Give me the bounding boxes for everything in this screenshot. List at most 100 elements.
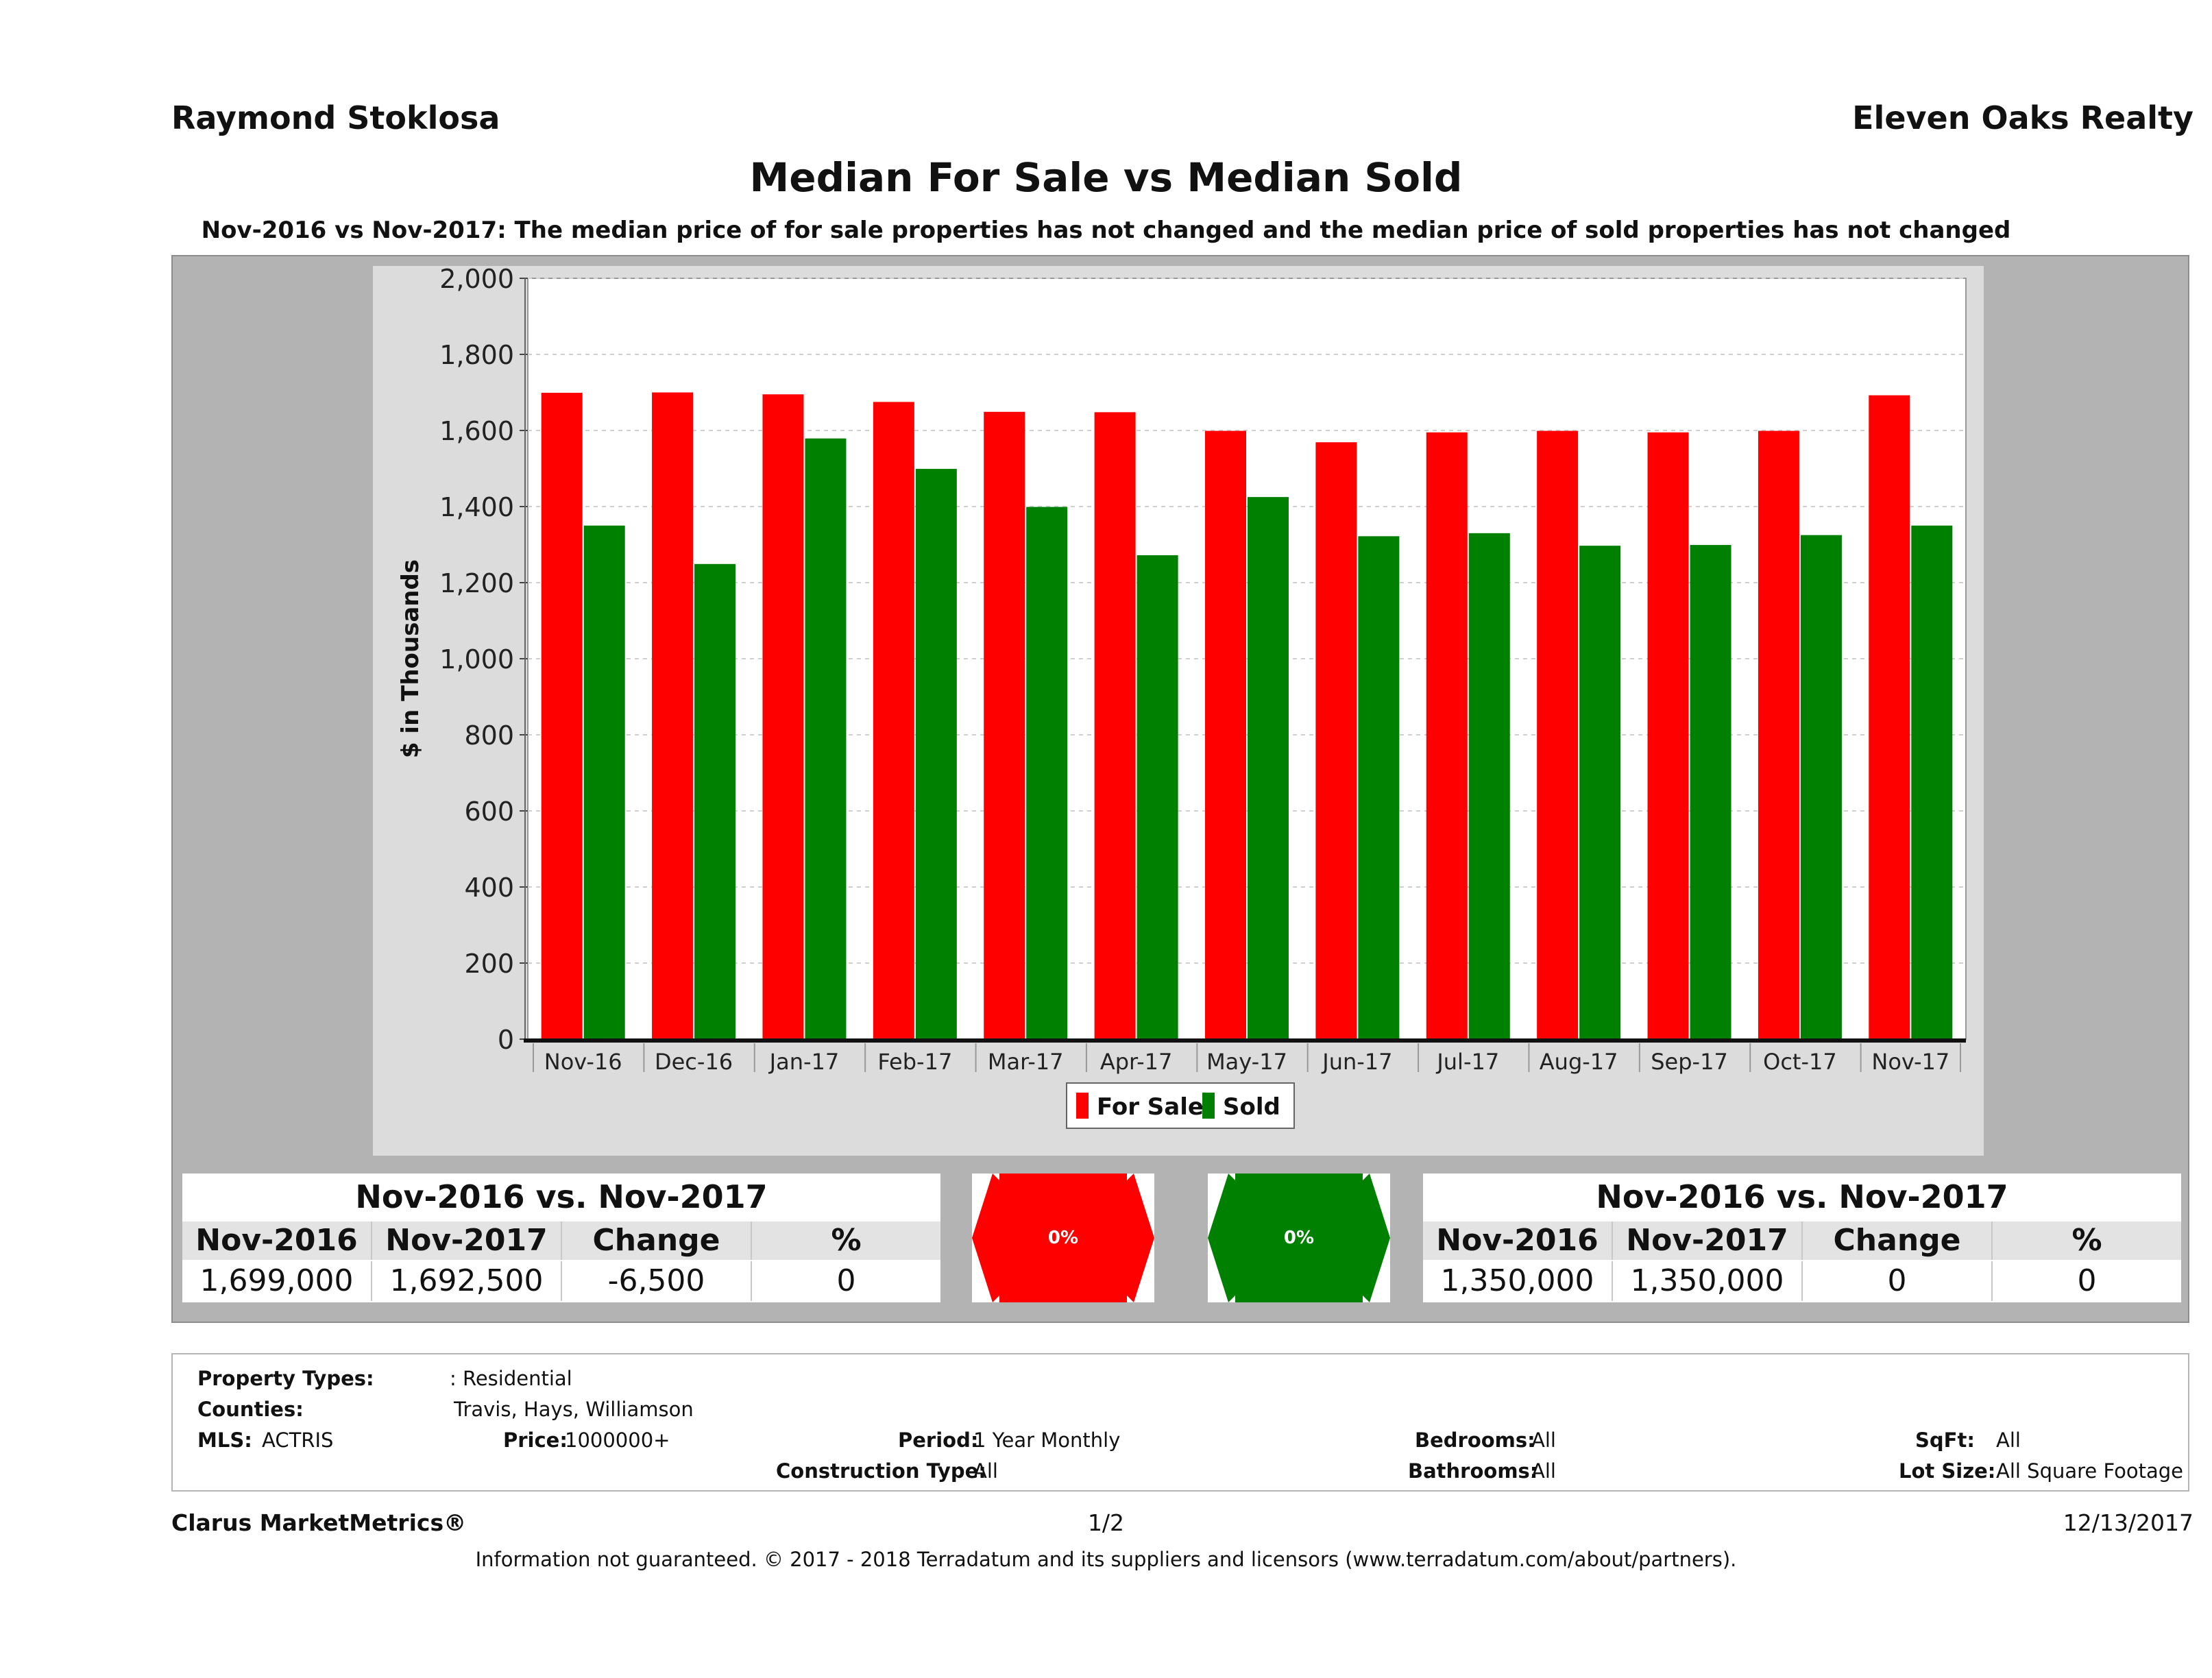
table-header-row: Nov-2016 Nov-2017 Change % <box>182 1221 940 1260</box>
sold-bar <box>1137 555 1178 1039</box>
for-sale-bar <box>1426 432 1468 1039</box>
x-tick-label: Apr-17 <box>1100 1049 1173 1075</box>
sold-bar <box>694 563 736 1039</box>
x-tick-label: Oct-17 <box>1763 1049 1837 1075</box>
legend-label-for-sale: For Sale <box>1097 1093 1204 1121</box>
for-sale-bar <box>1758 430 1799 1039</box>
y-tick-label: 1,000 <box>439 644 514 674</box>
sold-bar <box>1026 507 1068 1039</box>
column-header: Nov-2016 <box>182 1221 372 1260</box>
for-sale-change-indicator: 0% <box>972 1174 1154 1302</box>
y-tick-label: 0 <box>498 1025 514 1055</box>
for-sale-bar <box>1647 432 1689 1039</box>
column-header: Change <box>1803 1221 1993 1260</box>
legend <box>1066 1082 1295 1129</box>
for-sale-bar <box>1869 395 1910 1039</box>
double-arrow-icon: 0% <box>1208 1174 1390 1302</box>
y-tick-label: 1,200 <box>439 568 514 598</box>
y-axis-label: $ in Thousands <box>397 559 424 758</box>
agent-name: Raymond Stoklosa <box>171 99 500 136</box>
for-sale-bar <box>1205 430 1246 1039</box>
sold-comparison-table: Nov-2016 vs. Nov-2017 Nov-2016 Nov-2017 … <box>1423 1174 2181 1302</box>
for-sale-bar <box>1315 442 1357 1039</box>
column-header: % <box>831 1223 862 1258</box>
sold-bar <box>1800 535 1842 1039</box>
counties-label: Counties: <box>197 1398 304 1421</box>
sold-bar <box>1911 525 1953 1039</box>
lot-size-value: All Square Footage <box>1996 1459 2184 1483</box>
report-title: Median For Sale vs Median Sold <box>749 154 1463 201</box>
sqft-label: SqFt: <box>1915 1428 1975 1452</box>
table-cell: -6,500 <box>562 1261 752 1301</box>
mls-label: MLS: <box>197 1428 252 1452</box>
sold-change-indicator: 0% <box>1208 1174 1390 1302</box>
double-arrow-icon: 0% <box>972 1174 1154 1302</box>
y-tick-label: 400 <box>464 873 514 903</box>
period-value: 1 Year Monthly <box>973 1428 1121 1452</box>
table-row: 1,699,000 1,692,500 -6,500 0 <box>182 1261 940 1301</box>
report-date: 12/13/2017 <box>2063 1509 2193 1536</box>
column-header: Change <box>562 1221 752 1260</box>
bar-chart: 0 200 400 600 800 1,000 1,200 1,400 1,600 1,800 2,… <box>397 266 1967 1129</box>
x-tick-label: May-17 <box>1206 1049 1287 1075</box>
y-tick-label: 1,600 <box>439 416 514 446</box>
sold-bar <box>1579 546 1621 1039</box>
x-tick-label: Sep-17 <box>1651 1049 1728 1075</box>
sold-bar <box>1248 497 1289 1039</box>
bedrooms-label: Bedrooms: <box>1415 1428 1535 1452</box>
counties-value: Travis, Hays, Williamson <box>454 1398 694 1421</box>
lot-size-label: Lot Size: <box>1899 1459 1996 1483</box>
table-heading: Nov-2016 vs. Nov-2017 <box>355 1178 768 1215</box>
y-tick-label: 2,000 <box>439 266 514 294</box>
table-cell: 1,350,000 <box>1423 1261 1613 1301</box>
column-header: % <box>2071 1223 2102 1258</box>
disclaimer: Information not guaranteed. © 2017 - 201… <box>475 1548 1737 1571</box>
table-cell: 1,692,500 <box>372 1261 562 1301</box>
sold-bar <box>1468 533 1510 1039</box>
price-value: 1000000+ <box>565 1428 670 1452</box>
for-sale-bar <box>762 394 804 1039</box>
legend-swatch-sold <box>1202 1093 1215 1119</box>
for-sale-bar <box>1094 412 1136 1039</box>
sold-bar <box>915 469 957 1039</box>
sold-bar <box>1358 536 1400 1039</box>
legend-label-sold: Sold <box>1223 1093 1280 1121</box>
x-tick-label: Jan-17 <box>768 1049 840 1075</box>
y-tick-label: 1,400 <box>439 492 514 522</box>
sold-bar <box>583 525 625 1039</box>
price-label: Price: <box>503 1428 568 1452</box>
page-number: 1/2 <box>1087 1509 1125 1536</box>
report-subtitle: Nov-2016 vs Nov-2017: The median price o… <box>201 217 2011 244</box>
property-types-label: Property Types: <box>197 1367 374 1390</box>
table-cell: 0 <box>836 1263 856 1298</box>
x-tick-label: Mar-17 <box>988 1049 1064 1075</box>
sold-bar <box>1690 545 1731 1039</box>
sold-change-label: 0% <box>1284 1228 1314 1248</box>
y-tick-label: 200 <box>464 949 514 979</box>
legend-swatch-for-sale <box>1076 1093 1089 1119</box>
y-tick-label: 800 <box>464 720 514 751</box>
column-header: Nov-2017 <box>372 1221 562 1260</box>
construction-type-value: All <box>973 1459 998 1483</box>
construction-type-label: Construction Type: <box>776 1459 986 1483</box>
x-tick-label: Jun-17 <box>1321 1049 1392 1075</box>
y-tick-label: 1,800 <box>439 340 514 370</box>
table-cell: 0 <box>1803 1261 1993 1301</box>
for-sale-bar <box>1537 430 1579 1039</box>
property-types-value: : Residential <box>450 1367 572 1390</box>
table-heading: Nov-2016 vs. Nov-2017 <box>1596 1178 2008 1215</box>
product-name: Clarus MarketMetrics® <box>171 1509 467 1536</box>
y-tick-label: 600 <box>464 797 514 827</box>
x-tick-label: Dec-16 <box>655 1049 733 1075</box>
x-tick-label: Feb-17 <box>877 1049 952 1075</box>
table-header-row: Nov-2016 Nov-2017 Change % <box>1423 1221 2181 1260</box>
mls-value: ACTRIS <box>262 1428 334 1452</box>
column-header: Nov-2016 <box>1423 1221 1613 1260</box>
table-cell: 1,350,000 <box>1613 1261 1803 1301</box>
brokerage-name: Eleven Oaks Realty <box>1852 99 2193 136</box>
x-tick-label: Jul-17 <box>1435 1049 1499 1075</box>
bathrooms-value: All <box>1531 1459 1556 1483</box>
bedrooms-value: All <box>1531 1428 1556 1452</box>
bathrooms-label: Bathrooms: <box>1408 1459 1538 1483</box>
table-row: 1,350,000 1,350,000 0 0 <box>1423 1261 2181 1301</box>
